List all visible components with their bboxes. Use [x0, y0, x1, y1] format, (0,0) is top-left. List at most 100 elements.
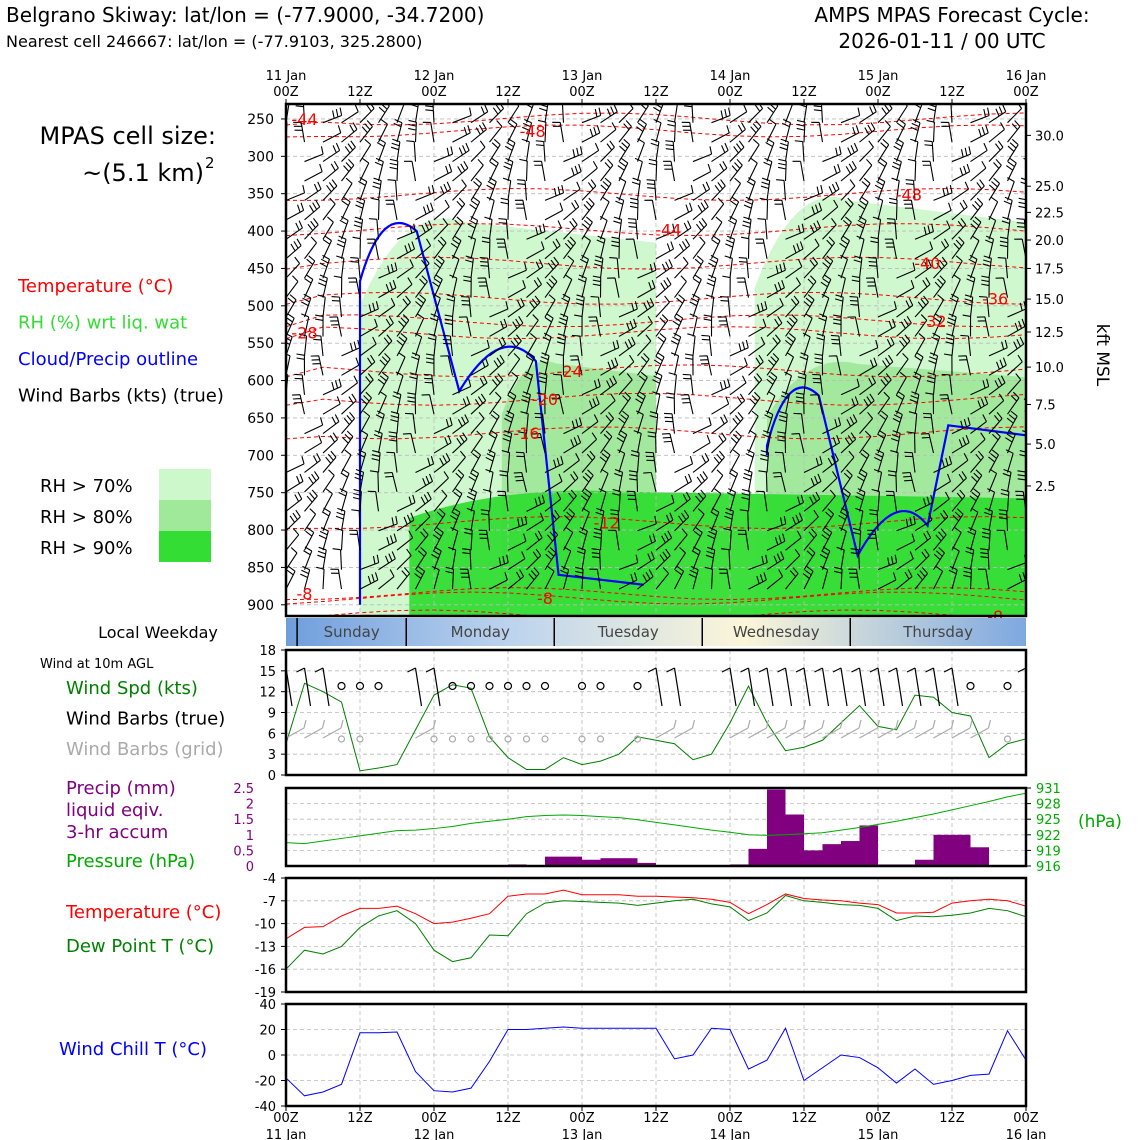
- upper-wind-barb: [351, 509, 361, 531]
- precip-bar: [637, 862, 656, 866]
- upper-wind-barb: [581, 216, 593, 240]
- upper-wind-barb: [928, 352, 939, 376]
- upper-wind-barb: [655, 259, 673, 279]
- upper-wind-barb: [415, 220, 433, 240]
- upper-wind-barb: [304, 236, 318, 260]
- upper-wind-barb: [652, 391, 661, 415]
- upper-wind-barb: [655, 530, 673, 551]
- upper-wind-barb: [813, 104, 824, 123]
- upper-wind-barb: [411, 352, 421, 376]
- upper-wind-barb: [873, 468, 883, 493]
- upper-wind-barb: [447, 546, 457, 570]
- upper-wind-barb: [536, 392, 546, 415]
- upper-wind-barb: [859, 158, 873, 182]
- upper-wind-barb: [421, 394, 435, 415]
- upper-wind-barb: [322, 216, 334, 240]
- upper-wind-barb: [840, 450, 855, 473]
- upper-wind-barb: [600, 339, 620, 357]
- upper-wind-barb: [444, 314, 454, 337]
- upper-wind-barb: [452, 378, 472, 396]
- upper-wind-barb: [877, 336, 895, 357]
- upper-wind-barb: [517, 179, 528, 201]
- upper-wind-barb: [756, 490, 768, 512]
- upper-wind-barb: [840, 125, 860, 143]
- upper-wind-barb: [581, 469, 594, 493]
- upper-wind-barb: [608, 529, 620, 551]
- upper-wind-barb: [877, 301, 897, 318]
- upper-wind-barb: [988, 140, 1004, 162]
- wind-panel-label: Wind Barbs (true): [66, 709, 225, 730]
- y-tick-label: -16: [255, 963, 276, 978]
- time-tick-label: 00Z: [273, 85, 299, 100]
- upper-wind-barb: [560, 565, 570, 590]
- upper-wind-barb: [877, 354, 894, 376]
- upper-wind-barb: [914, 352, 924, 376]
- upper-wind-barb: [670, 332, 682, 357]
- upper-wind-barb: [425, 104, 435, 123]
- upper-wind-barb: [822, 181, 840, 201]
- upper-wind-barb: [819, 546, 831, 570]
- upper-wind-barb: [637, 551, 655, 571]
- upper-wind-barb: [432, 527, 444, 551]
- grid-wind-barb: [822, 719, 844, 739]
- upper-wind-barb: [433, 471, 449, 493]
- upper-wind-barb: [970, 414, 987, 435]
- grid-barb-calm: [541, 735, 549, 743]
- grid-wind-barb: [840, 719, 862, 739]
- upper-wind-barb: [294, 373, 306, 395]
- upper-wind-barb: [721, 548, 731, 570]
- upper-wind-barb: [341, 375, 359, 396]
- upper-wind-barb: [321, 507, 331, 531]
- upper-wind-barb: [859, 430, 872, 454]
- upper-wind-barb: [318, 274, 328, 298]
- upper-wind-barb: [999, 236, 1009, 259]
- upper-wind-barb: [729, 411, 744, 434]
- upper-wind-barb: [599, 216, 608, 240]
- upper-wind-barb: [838, 527, 847, 551]
- temperature-contour: [286, 587, 1026, 601]
- true-barb-calm: [966, 681, 975, 691]
- temperature-contour-label: -48: [896, 185, 922, 204]
- upper-wind-barb: [896, 119, 906, 143]
- upper-wind-barb: [818, 313, 828, 337]
- upper-wind-barb: [563, 236, 577, 260]
- upper-wind-barb: [933, 473, 952, 493]
- upper-wind-barb: [552, 121, 565, 143]
- upper-wind-barb: [869, 509, 879, 531]
- upper-wind-barb: [526, 530, 543, 551]
- upper-wind-barb: [526, 295, 541, 318]
- temperature-contour-label: -28: [291, 324, 317, 343]
- upper-wind-barb: [859, 357, 878, 376]
- upper-wind-barb: [674, 547, 686, 570]
- grid-wind-barb: [1025, 737, 1026, 738]
- upper-wind-barb: [748, 138, 760, 162]
- upper-wind-barb: [699, 355, 713, 376]
- upper-wind-barb: [745, 449, 755, 473]
- day-label: 15 Jan: [858, 69, 899, 84]
- upper-wind-barb: [777, 158, 787, 182]
- upper-wind-barb: [553, 373, 565, 395]
- upper-wind-barb: [414, 313, 425, 337]
- upper-wind-barb: [647, 431, 657, 454]
- true-barb-calm: [522, 681, 531, 691]
- upper-wind-barb: [988, 468, 998, 493]
- precip-panel-label: 3-hr accum: [66, 822, 168, 843]
- upper-wind-barb: [539, 352, 550, 376]
- upper-wind-barb: [600, 375, 618, 396]
- upper-wind-barb: [1025, 569, 1026, 570]
- temperature-contour: [286, 314, 1026, 328]
- upper-wind-barb: [822, 489, 836, 512]
- upper-wind-barb: [803, 202, 823, 221]
- grid-wind-barb: [748, 719, 770, 739]
- upper-wind-barb: [563, 489, 577, 512]
- upper-wind-barb: [350, 257, 361, 279]
- upper-wind-barb: [322, 396, 341, 415]
- upper-wind-barb: [833, 566, 843, 590]
- upper-wind-barb: [286, 184, 306, 201]
- time-tick-label: 12Z: [939, 85, 965, 100]
- upper-wind-barb: [489, 554, 509, 571]
- precip-bar: [767, 789, 786, 866]
- upper-wind-barb: [470, 140, 486, 162]
- upper-wind-barb: [477, 277, 491, 298]
- upper-wind-barb: [981, 275, 990, 298]
